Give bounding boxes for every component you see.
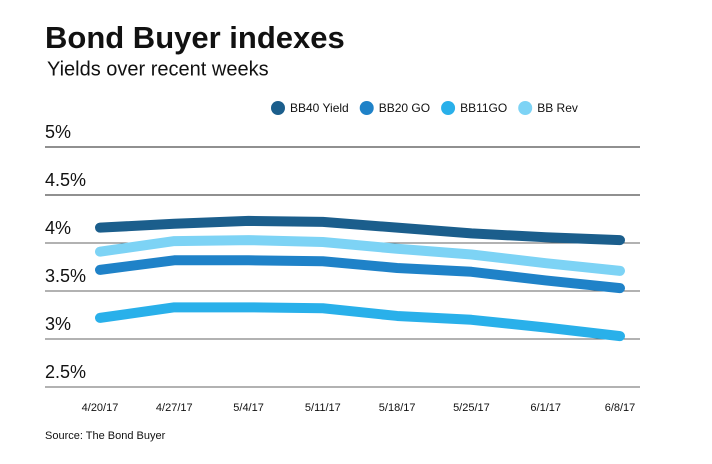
legend-label: BB20 GO [379,101,430,115]
chart-title: Bond Buyer indexes [45,20,345,55]
legend-marker [359,101,374,115]
series-line [95,215,625,246]
x-tick-label: 4/20/17 [82,402,119,414]
legend-marker [518,101,533,115]
source-note: Source: The Bond Buyer [45,430,166,442]
x-tick-label: 5/18/17 [379,402,416,414]
legend-marker [441,101,456,115]
series-line [95,255,625,294]
x-tick-label: 6/1/17 [530,402,561,414]
y-tick-label: 2.5% [45,362,86,382]
y-tick-label: 4% [45,218,71,238]
y-tick-label: 4.5% [45,170,86,190]
series-line [95,235,625,276]
chart-subtitle: Yields over recent weeks [47,58,269,80]
legend-label: BB Rev [537,101,578,115]
x-tick-label: 5/4/17 [233,402,264,414]
y-tick-label: 5% [45,122,71,142]
y-tick-label: 3.5% [45,266,86,286]
x-tick-label: 5/25/17 [453,402,490,414]
legend-marker [271,101,285,115]
x-tick-label: 5/11/17 [305,402,341,414]
x-tick-label: 6/8/17 [605,402,636,414]
x-tick-label: 4/27/17 [156,402,193,414]
y-tick-label: 3% [45,314,71,334]
series-line [95,302,625,342]
legend-label: BB11GO [460,101,507,115]
legend-label: BB40 Yield [290,101,349,115]
